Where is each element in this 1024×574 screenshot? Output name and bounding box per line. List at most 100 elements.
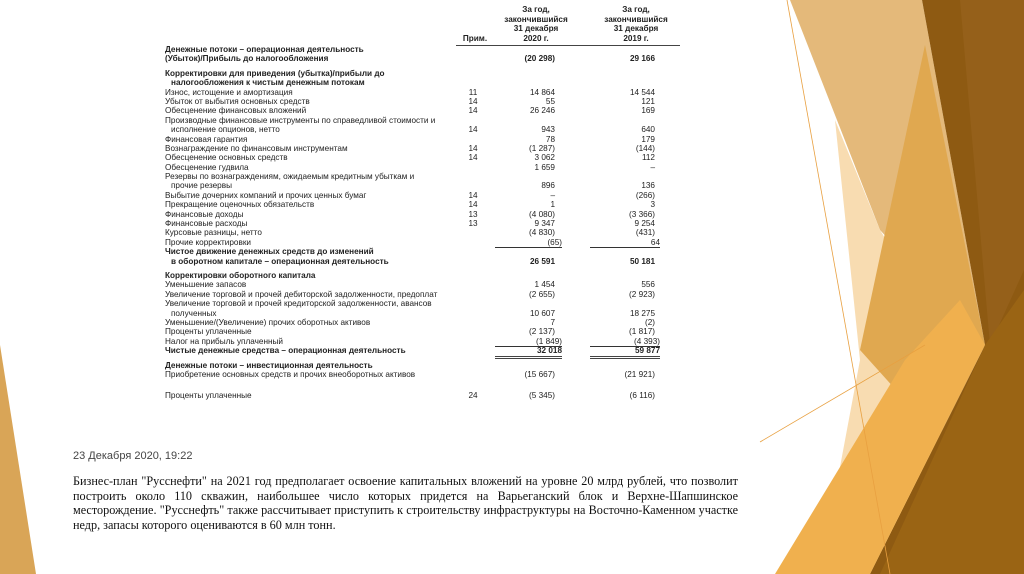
row-note: 13 (468, 219, 478, 229)
value-2020: 26 591 (529, 256, 555, 266)
row-note: 14 (468, 125, 478, 135)
table-row: Финансовые доходы 13 (4 080) (3 366) (165, 210, 685, 219)
table-row: Обесценение основных средств 14 3 062 112 (165, 153, 685, 162)
row-label: Проценты уплаченные (165, 391, 252, 401)
table-row: Убыток от выбытия основных средств 14 55 12… (165, 97, 685, 106)
cash-flow-statement-image: За год, закончившийся 31 декабря 2020 г.… (160, 0, 690, 420)
value-2020: 14 864 (529, 87, 555, 97)
row-label: Корректировки для приведения (убытка)/пр… (165, 68, 385, 78)
table-row: Прекращение оценочных обязательств 14 1 3 (165, 200, 685, 209)
value-2020: (4 080) (529, 209, 555, 219)
row-label: Обесценение финансовых вложений (165, 106, 307, 116)
row-label: Прочие корректировки (165, 237, 251, 247)
header-line: 2019 г. (623, 33, 649, 43)
row-label: Увеличение торговой и прочей дебиторской… (165, 289, 438, 299)
value-2020: 1 659 (534, 162, 556, 172)
row-note: 13 (468, 209, 478, 219)
row-label: исполнение опционов, нетто (171, 125, 280, 135)
header-line: закончившийся (504, 14, 568, 24)
table-row: Износ, истощение и амортизация 11 14 864 14… (165, 88, 685, 97)
value-2020: (20 298) (524, 54, 556, 64)
value-2020: 10 607 (529, 308, 555, 318)
value-2020: 896 (541, 181, 555, 191)
row-label: Денежные потоки – инвестиционная деятель… (165, 360, 373, 370)
table-row: Вознаграждение по финансовым инструмента… (165, 144, 685, 153)
column-header-2020: За год, закончившийся 31 декабря 2020 г. (490, 5, 582, 43)
row-label: Денежные потоки – операционная деятельно… (165, 45, 364, 54)
decor-brown-stripe (960, 0, 1024, 345)
value-2019: 112 (641, 153, 655, 163)
value-2019: 169 (641, 106, 655, 116)
column-header-2019: За год, закончившийся 31 декабря 2019 г. (590, 5, 682, 43)
row-label: прочие резервы (171, 181, 232, 191)
value-2020: (2 137) (529, 327, 555, 337)
value-2019: (3 366) (629, 209, 655, 219)
value-2019: – (650, 162, 655, 172)
value-2020: (1 849) (495, 337, 562, 348)
value-2019: (1 817) (629, 327, 655, 337)
header-line: За год, (522, 5, 550, 14)
table-row: Уменьшение/(Увеличение) прочих оборотных… (165, 318, 685, 327)
value-2019: (431) (635, 228, 655, 238)
table-row: Обесценение гудвила 1 659 – (165, 163, 685, 172)
row-label: Уменьшение/(Увеличение) прочих оборотных… (165, 317, 371, 327)
row-label: Износ, истощение и амортизация (165, 87, 293, 97)
table-row: (Убыток)/Прибыль до налогообложения (20 2… (165, 54, 685, 63)
row-label: Увеличение торговой и прочей кредиторско… (165, 299, 432, 309)
news-excerpt: 23 Декабря 2020, 19:22 Бизнес-план "Русс… (73, 450, 738, 532)
value-2019: (2 923) (629, 289, 655, 299)
value-2020: 3 062 (534, 153, 556, 163)
row-label: Финансовые доходы (165, 209, 244, 219)
row-label: Убыток от выбытия основных средств (165, 96, 310, 106)
decor-line (759, 344, 926, 443)
row-label: Чистое движение денежных средств до изме… (165, 247, 374, 257)
statement-rows: Денежные потоки – операционная деятельно… (165, 45, 685, 401)
value-2019: 14 544 (629, 87, 655, 97)
value-2019: 59 877 (590, 346, 660, 359)
decor-line (786, 0, 891, 574)
decor-bottom-dark (880, 290, 1024, 574)
table-row: Чистое движение денежных средств до изме… (165, 247, 685, 256)
table-row: Корректировки оборотного капитала (165, 271, 685, 280)
row-label: Прекращение оценочных обязательств (165, 200, 315, 210)
value-2020: (4 830) (529, 228, 555, 238)
value-2019: 64 (590, 238, 660, 249)
row-label: Уменьшение запасов (165, 280, 247, 290)
table-row: Финансовые расходы 13 9 347 9 254 (165, 219, 685, 228)
table-row: Курсовые разницы, нетто (4 830) (431) (165, 228, 685, 237)
table-row: полученных 10 607 18 275 (165, 309, 685, 318)
row-label: Курсовые разницы, нетто (165, 228, 262, 238)
value-2019: (21 921) (624, 369, 656, 379)
value-2019: 121 (641, 96, 655, 106)
row-label: Обесценение основных средств (165, 153, 288, 163)
value-2019: 18 275 (629, 308, 655, 318)
news-text: Бизнес-план "Русснефти" на 2021 год пред… (73, 474, 738, 532)
value-2020: 943 (541, 125, 555, 135)
value-2019: 640 (641, 125, 655, 135)
row-label: Чистые денежные средства – операционная … (165, 346, 406, 356)
left-accent-triangle (0, 345, 36, 574)
table-row: Обесценение финансовых вложений 14 26 246 1… (165, 106, 685, 115)
value-2019: (4 393) (590, 337, 660, 348)
table-row: Уменьшение запасов 1 454 556 (165, 280, 685, 289)
row-label: Финансовые расходы (165, 219, 248, 229)
header-line: 31 декабря (513, 24, 559, 33)
row-label: Выбытие дочерних компаний и прочих ценны… (165, 190, 367, 200)
header-rule (456, 45, 680, 46)
row-label: Приобретение основных средств и прочих в… (165, 369, 416, 379)
value-2020: 78 (545, 134, 555, 144)
table-row: налогообложения к чистым денежным потока… (165, 78, 685, 87)
value-2020: – (550, 190, 555, 200)
value-2019: 50 181 (629, 256, 655, 266)
header-line: 31 декабря (613, 24, 659, 33)
value-2020: (5 345) (529, 391, 555, 401)
row-note: 11 (468, 87, 478, 97)
row-note: 14 (468, 190, 478, 200)
value-2019: 179 (641, 134, 655, 144)
table-row: Денежные потоки – инвестиционная деятель… (165, 361, 685, 370)
row-label: Корректировки оборотного капитала (165, 270, 316, 280)
value-2019: (266) (635, 190, 655, 200)
table-row: Увеличение торговой и прочей кредиторско… (165, 299, 685, 308)
value-2019: 556 (641, 280, 655, 290)
